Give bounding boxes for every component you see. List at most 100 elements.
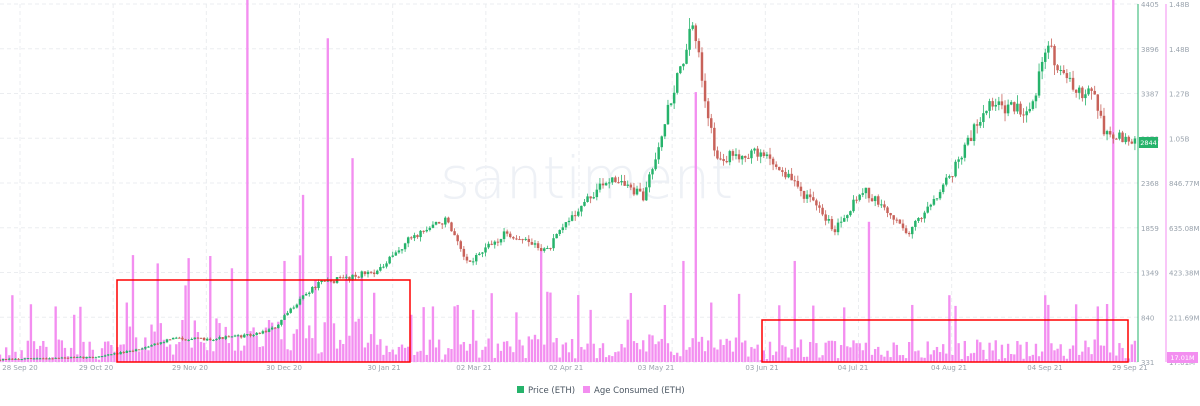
- age-bar: [110, 345, 113, 362]
- age-bar: [171, 354, 175, 362]
- age-bar: [725, 338, 728, 362]
- candle-body: [663, 124, 667, 137]
- candle-body: [425, 229, 428, 232]
- age-bar: [82, 341, 85, 362]
- candle-body: [573, 215, 577, 217]
- candle-body: [175, 337, 178, 339]
- age-bar: [867, 221, 871, 362]
- age-bar: [391, 349, 394, 362]
- age-bar: [94, 358, 98, 362]
- candle-body: [178, 337, 181, 339]
- candle-body: [447, 217, 450, 223]
- candle-body: [202, 337, 206, 341]
- age-bar: [29, 304, 33, 362]
- age-bar: [382, 354, 385, 362]
- candle-body: [397, 250, 401, 253]
- age-bar: [1003, 358, 1007, 362]
- candle-body: [703, 80, 707, 102]
- candle-body: [595, 189, 599, 198]
- candle-body: [549, 248, 552, 250]
- candle-body: [1102, 115, 1106, 135]
- candle-body: [765, 154, 769, 157]
- age-bar: [938, 352, 942, 362]
- candle-body: [521, 239, 524, 241]
- age-bar: [502, 341, 506, 362]
- candle-body: [558, 230, 561, 234]
- candle-body: [799, 186, 803, 191]
- candle-body: [759, 152, 762, 157]
- age-bar: [567, 352, 571, 362]
- candle-body: [827, 219, 830, 221]
- candle-body: [972, 124, 976, 142]
- candle-body: [951, 176, 954, 178]
- age-bar: [654, 344, 657, 362]
- candle-body: [710, 118, 713, 128]
- candle-body: [187, 339, 190, 341]
- candle-body: [255, 332, 258, 336]
- age-bar: [1133, 340, 1137, 362]
- candle-body: [626, 184, 629, 186]
- candle-body: [948, 176, 951, 178]
- candle-body: [1133, 138, 1137, 144]
- age-bar: [660, 338, 663, 362]
- candle-body: [17, 358, 20, 360]
- candle-body: [428, 227, 432, 230]
- candle-body: [768, 154, 772, 159]
- candle-body: [880, 204, 883, 206]
- age-bar: [1016, 341, 1019, 362]
- candle-body: [781, 170, 784, 172]
- candle-body: [1000, 101, 1004, 106]
- candle-body: [289, 308, 292, 313]
- age-bar: [471, 309, 475, 362]
- candle-body: [165, 339, 169, 343]
- age-bar: [750, 347, 753, 362]
- candle-body: [985, 110, 988, 114]
- age-bar: [870, 354, 874, 362]
- candle-body: [131, 350, 135, 352]
- candle-body: [233, 335, 237, 337]
- candle-body: [437, 221, 441, 224]
- age-bar: [703, 351, 707, 362]
- x-axis: 28 Sep 20 29 Oct 20 29 Nov 20 30 Dec 20 30 J…: [2, 364, 1147, 372]
- candle-body: [1019, 103, 1022, 115]
- candle-body: [564, 222, 568, 228]
- age-bar: [48, 358, 51, 362]
- age-bar: [338, 339, 342, 362]
- price-tick-label: 331: [1141, 359, 1154, 367]
- age-bar: [861, 350, 864, 362]
- age-bar: [521, 345, 524, 362]
- candle-body: [641, 191, 645, 201]
- candle-body: [1040, 61, 1044, 72]
- age-bar: [311, 338, 314, 362]
- age-bar: [558, 357, 561, 362]
- age-bar: [657, 341, 660, 362]
- age-bar: [246, 0, 249, 362]
- age-bar: [419, 350, 422, 362]
- age-bar: [988, 342, 991, 362]
- candle-body: [923, 212, 926, 219]
- age-bar: [1013, 354, 1016, 362]
- age-bar: [162, 339, 166, 362]
- candle-body: [450, 222, 453, 232]
- candle-body: [88, 356, 91, 358]
- age-bar: [778, 305, 781, 362]
- highlight-box-left: [116, 279, 411, 363]
- candle-body: [1084, 94, 1087, 99]
- candle-body: [366, 271, 370, 275]
- price-tick-label: 4405: [1141, 1, 1159, 9]
- candle-body: [29, 358, 33, 360]
- x-tick-label: 03 Jun 21: [745, 364, 778, 372]
- age-bar: [314, 280, 317, 362]
- candle-body: [713, 127, 716, 151]
- age-bar: [444, 354, 447, 362]
- x-tick-label: 04 Aug 21: [931, 364, 967, 372]
- age-bar: [694, 92, 697, 362]
- candle-body: [85, 356, 88, 359]
- candle-body: [1050, 45, 1053, 47]
- candle-body: [286, 312, 289, 316]
- age-bar: [907, 342, 911, 362]
- age-bar: [954, 305, 957, 362]
- candle-body: [125, 351, 129, 353]
- age-bar: [846, 346, 849, 362]
